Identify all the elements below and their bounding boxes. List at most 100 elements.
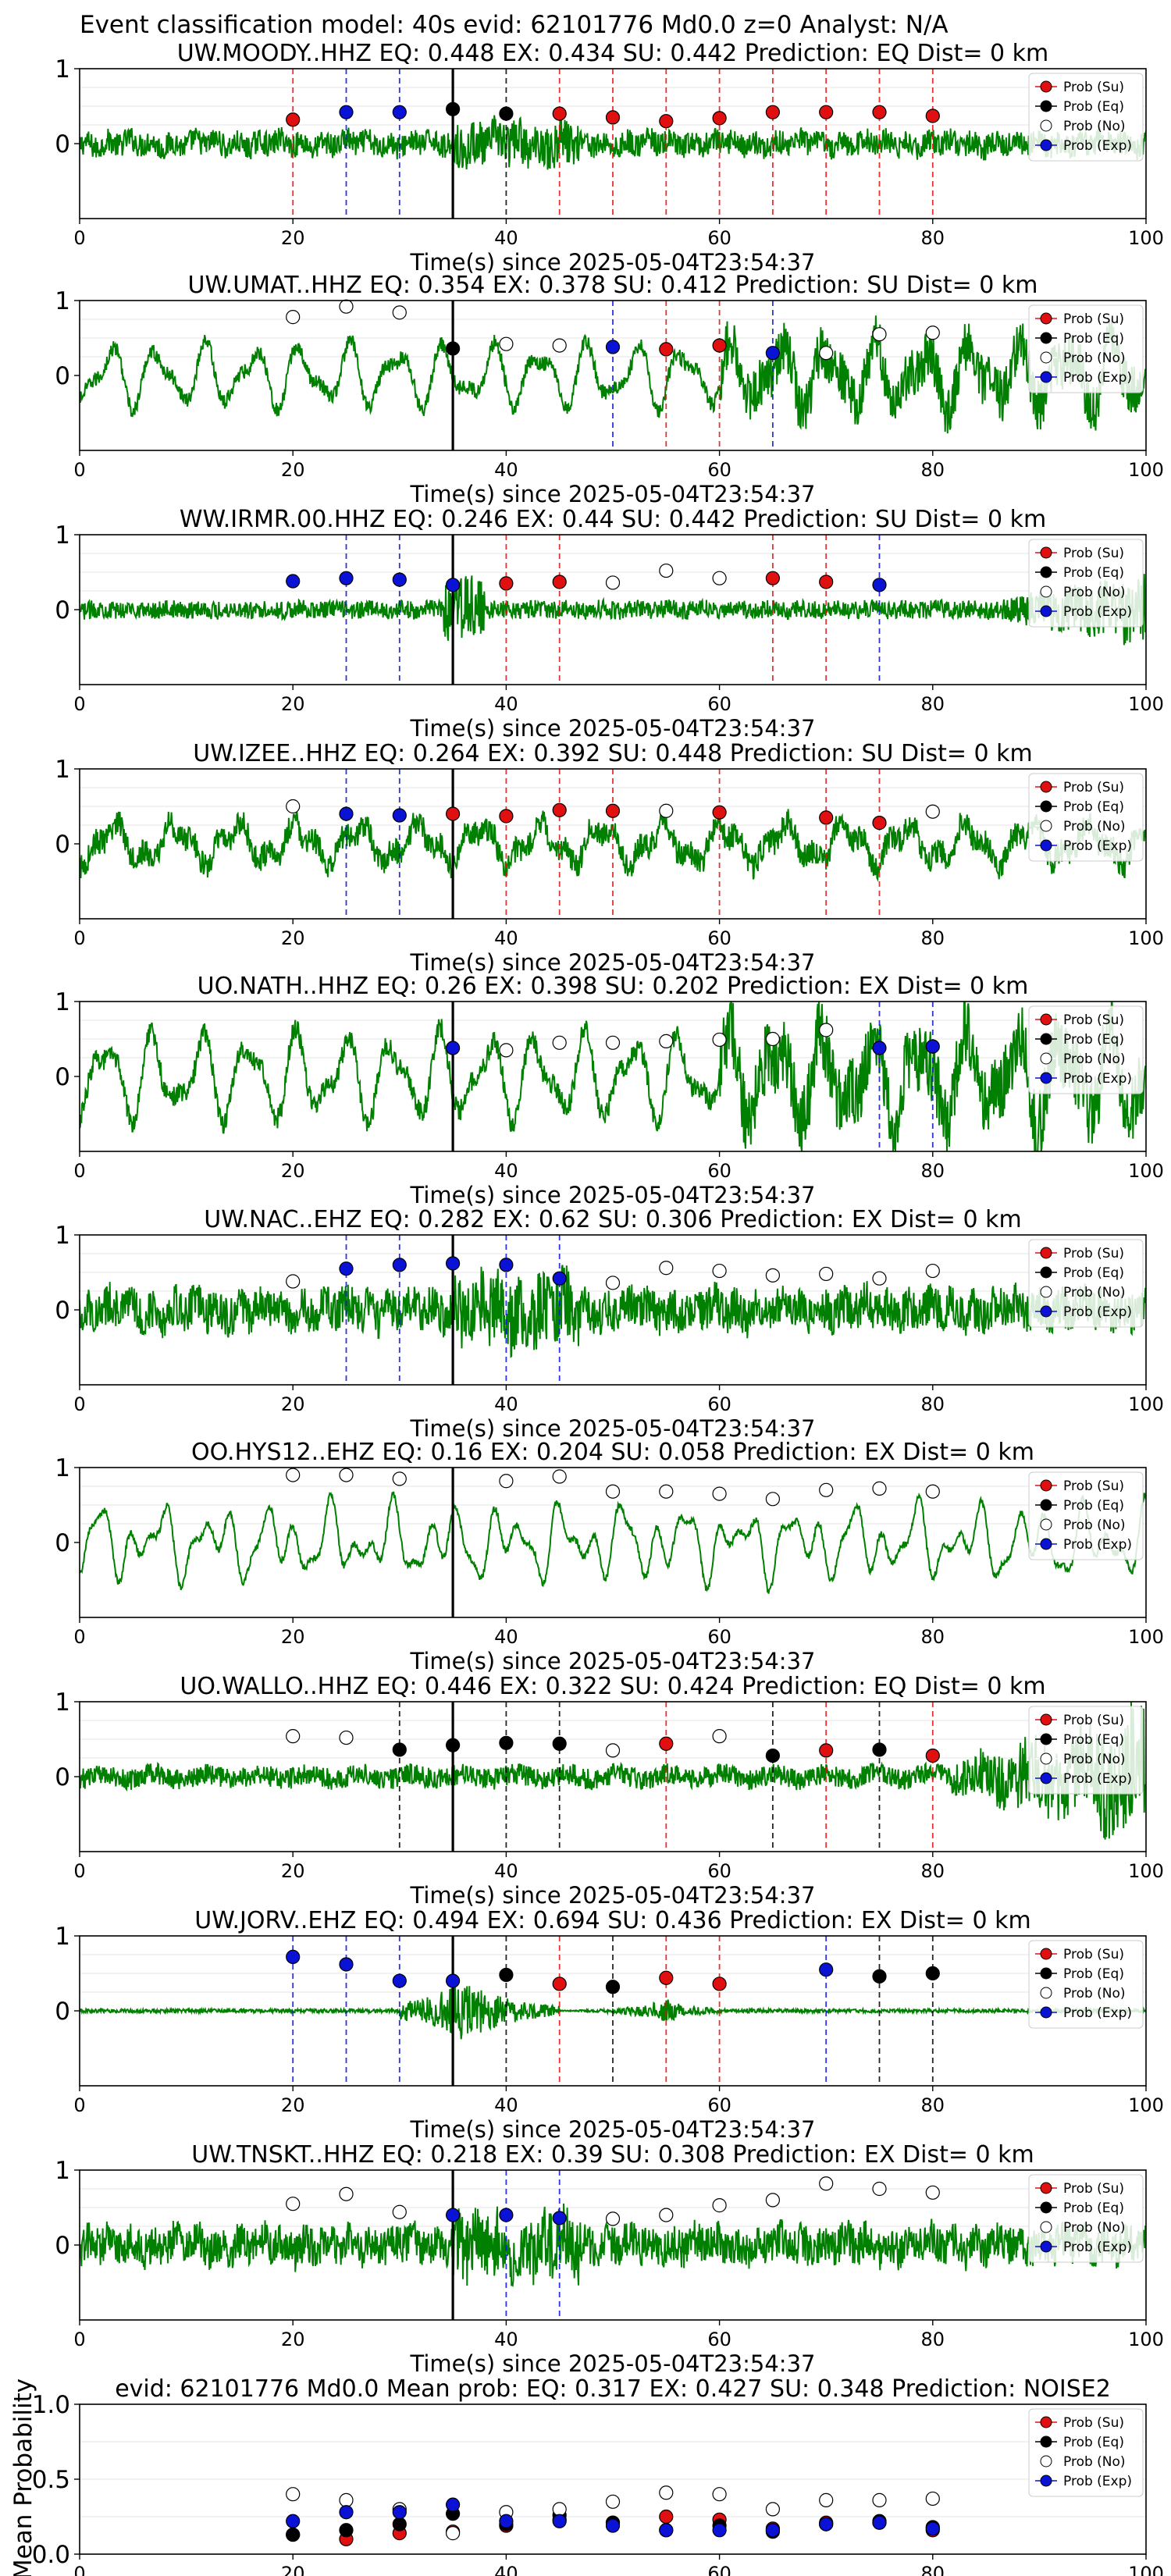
legend-marker-no: [1040, 2455, 1052, 2467]
legend-marker-su: [1040, 2416, 1052, 2428]
waveform-trace: [80, 2203, 1146, 2288]
legend-box: [1028, 304, 1144, 393]
legend-label-exp: Prob (Exp): [1063, 1537, 1132, 1553]
legend-label-no: Prob (No): [1063, 350, 1126, 366]
legend-label-eq: Prob (Eq): [1063, 1265, 1124, 1281]
x-axis-label: Time(s) since 2025-05-04T23:54:37: [410, 1648, 816, 1674]
point-su-6: [765, 105, 781, 119]
x-tick-label-3: 40: [494, 1860, 518, 1882]
legend-marker-su: [1040, 1013, 1052, 1026]
point-no-9: [712, 2487, 727, 2502]
point-no-1: [605, 575, 621, 590]
point-exp-6: [552, 2514, 567, 2528]
legend-label-eq: Prob (Eq): [1063, 331, 1124, 347]
panel-title: OO.HYS12..EHZ EQ: 0.16 EX: 0.204 SU: 0.0…: [191, 1439, 1034, 1466]
x-tick-label-1: 0: [73, 2329, 85, 2350]
point-su-3: [605, 110, 621, 125]
point-no-9: [765, 1492, 781, 1507]
point-exp-2: [499, 2208, 514, 2222]
waveform-trace: [80, 1491, 1146, 1594]
point-no-7: [765, 2193, 781, 2208]
point-exp-1: [339, 806, 354, 821]
y-tick-label-1: 1: [55, 287, 70, 315]
legend-label-no: Prob (No): [1063, 1986, 1126, 2001]
point-exp-2: [765, 346, 781, 361]
point-no-4: [445, 2526, 461, 2541]
point-no-2: [552, 1035, 567, 1050]
legend-label-no: Prob (No): [1063, 1285, 1126, 1300]
point-su-9: [925, 109, 940, 123]
point-no-7: [819, 1023, 834, 1037]
x-axis-label: Time(s) since 2025-05-04T23:54:37: [410, 2116, 816, 2143]
x-tick-label-4: 60: [707, 2094, 731, 2116]
legend-label-eq: Prob (Eq): [1063, 1498, 1124, 1514]
panel-title: UO.NATH..HHZ EQ: 0.26 EX: 0.398 SU: 0.20…: [198, 973, 1029, 1000]
point-su-1: [552, 1976, 567, 1991]
point-no-5: [659, 2208, 674, 2222]
legend-label-su: Prob (Su): [1063, 1246, 1124, 1261]
point-no-6: [819, 346, 834, 361]
point-no-3: [392, 1471, 407, 1486]
legend-marker-no: [1040, 820, 1052, 832]
point-no-1: [286, 1729, 301, 1744]
legend-label-exp: Prob (Exp): [1063, 1304, 1132, 1320]
x-tick-label-3: 40: [494, 459, 518, 481]
point-no-6: [552, 2502, 567, 2517]
x-tick-label-5: 80: [921, 693, 945, 715]
point-no-3: [605, 1743, 621, 1758]
point-no-2: [339, 299, 354, 314]
legend-marker-su: [1040, 80, 1052, 93]
legend-label-eq: Prob (Eq): [1063, 2201, 1124, 2216]
panel-9: 0 20 40 60 80 100 1 0 UW.JORV..EHZ EQ: 0.494 EX:…: [55, 1907, 1164, 2143]
legend-marker-su: [1040, 1713, 1052, 1726]
point-exp-2: [392, 105, 407, 119]
point-exp-1: [339, 105, 354, 119]
legend-marker-eq: [1040, 800, 1052, 813]
legend-marker-su: [1040, 1247, 1052, 1259]
point-no-4: [712, 1263, 727, 1279]
y-tick-label-2: 0: [55, 831, 70, 859]
legend-marker-exp: [1040, 2006, 1052, 2019]
point-no-7: [872, 327, 887, 342]
x-tick-label-4: 60: [707, 2563, 731, 2576]
x-tick-label-4: 60: [707, 227, 731, 249]
legend-label-exp: Prob (Exp): [1063, 138, 1132, 154]
panel-10: 0 20 40 60 80 100 1 0 UW.TNSKT..HHZ EQ: 0.218 EX…: [55, 2141, 1164, 2377]
x-tick-label-6: 100: [1128, 1160, 1164, 1182]
point-no-3: [605, 1035, 621, 1050]
waveform-trace: [80, 809, 1146, 882]
legend: Prob (Su) Prob (Eq) Prob (No) Prob (Exp): [1028, 539, 1144, 628]
x-axis-label: Time(s) since 2025-05-04T23:54:37: [410, 481, 816, 507]
x-tick-label-6: 100: [1128, 1626, 1164, 1648]
legend-marker-eq: [1040, 1733, 1052, 1745]
x-tick-label-1: 0: [73, 1393, 85, 1415]
legend-box: [1028, 2408, 1144, 2497]
point-no-6: [819, 1266, 834, 1282]
x-tick-label-5: 80: [921, 2329, 945, 2350]
y-tick-label-1: 1: [55, 1454, 70, 1482]
point-eq-3: [872, 1969, 887, 1984]
waveform-trace: [80, 1265, 1146, 1358]
y-tick-label-1: 1: [55, 1222, 70, 1250]
waveform-trace: [80, 315, 1146, 434]
panel-title: evid: 62101776 Md0.0 Mean prob: EQ: 0.31…: [115, 2375, 1111, 2403]
y-tick-label-1: 1: [55, 1688, 70, 1717]
x-tick-label-1: 0: [73, 1626, 85, 1648]
point-eq-3: [499, 1735, 514, 1750]
legend: Prob (Su) Prob (Eq) Prob (No) Prob (Exp): [1028, 1940, 1144, 2029]
y-tick-label-2: 0: [55, 362, 70, 390]
legend-box: [1028, 1239, 1144, 1328]
point-exp-3: [925, 1039, 940, 1054]
point-exp-5: [499, 2514, 514, 2528]
y-tick-label-2: 0: [55, 1297, 70, 1325]
x-tick-label-5: 80: [921, 1160, 945, 1182]
x-tick-label-6: 100: [1128, 1860, 1164, 1882]
panel-title: UW.JORV..EHZ EQ: 0.494 EX: 0.694 SU: 0.4…: [194, 1907, 1030, 1934]
point-no-3: [392, 305, 407, 320]
legend-label-su: Prob (Su): [1063, 2415, 1124, 2431]
point-exp-1: [286, 1949, 301, 1964]
x-tick-label-2: 20: [281, 1860, 305, 1882]
x-tick-label-5: 80: [921, 2563, 945, 2576]
point-eq-1: [445, 341, 461, 356]
